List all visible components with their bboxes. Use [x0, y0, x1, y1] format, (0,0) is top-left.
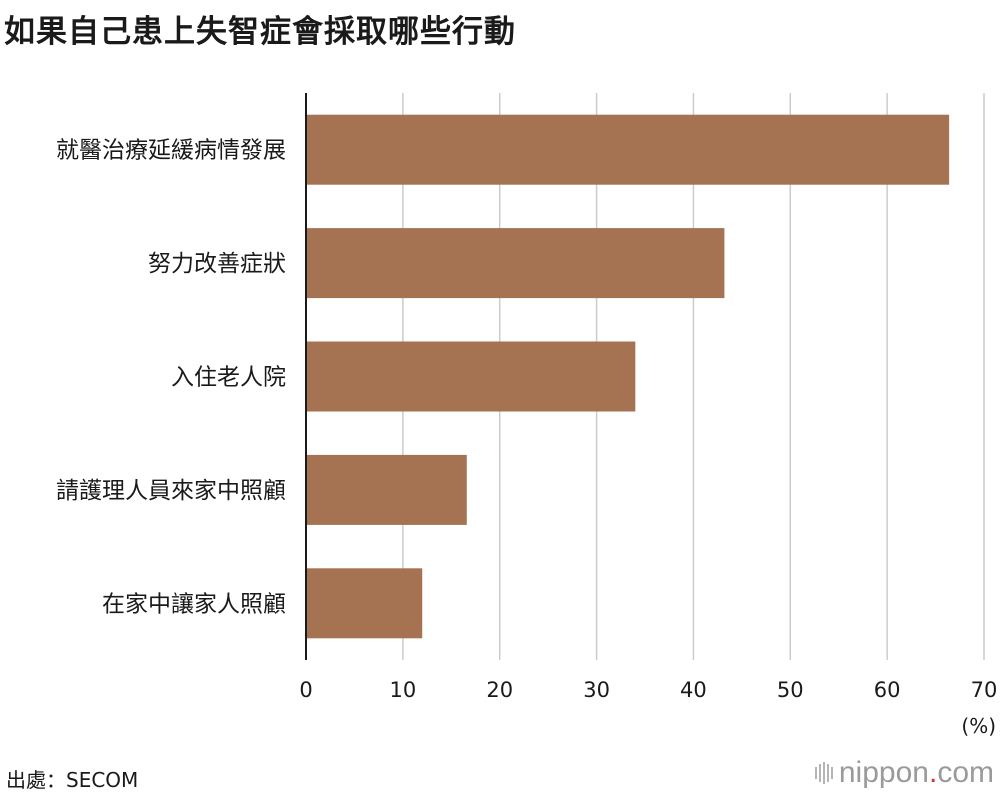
- x-tick-label: 50: [777, 678, 804, 702]
- logo-suffix: com: [937, 756, 994, 789]
- x-tick-label: 20: [486, 678, 513, 702]
- logo-name: nippon: [838, 756, 929, 789]
- category-label: 就醫治療延緩病情發展: [56, 138, 286, 164]
- x-tick-label: 0: [299, 678, 312, 702]
- category-label: 努力改善症狀: [148, 251, 286, 277]
- bar: [306, 228, 725, 299]
- category-label: 在家中讓家人照顧: [102, 591, 286, 617]
- bar: [306, 568, 423, 639]
- nippon-logo: nippon. com: [814, 756, 994, 790]
- x-tick-label: 60: [874, 678, 901, 702]
- x-tick-label: 40: [680, 678, 707, 702]
- source-note: 出處：SECOM: [6, 768, 139, 792]
- bar-chart: 就醫治療延緩病情發展努力改善症狀入住老人院請護理人員來家中照顧在家中讓家人照顧 …: [56, 93, 997, 738]
- logo-mark-icon: [814, 762, 833, 784]
- bar: [306, 454, 467, 525]
- x-axis-unit-label: (%): [961, 714, 996, 738]
- category-label: 入住老人院: [171, 365, 286, 391]
- x-tick-label: 30: [583, 678, 610, 702]
- bar: [306, 114, 950, 185]
- category-label: 請護理人員來家中照顧: [56, 478, 286, 504]
- chart-title: 如果自己患上失智症會採取哪些行動: [4, 14, 516, 50]
- x-tick-label: 10: [389, 678, 416, 702]
- bar: [306, 341, 636, 412]
- x-tick-labels: 0 10 20 30 40 50 60 70: [299, 678, 997, 702]
- logo-dot: .: [928, 756, 938, 789]
- bars: [306, 114, 950, 639]
- x-tick-label: 70: [971, 678, 998, 702]
